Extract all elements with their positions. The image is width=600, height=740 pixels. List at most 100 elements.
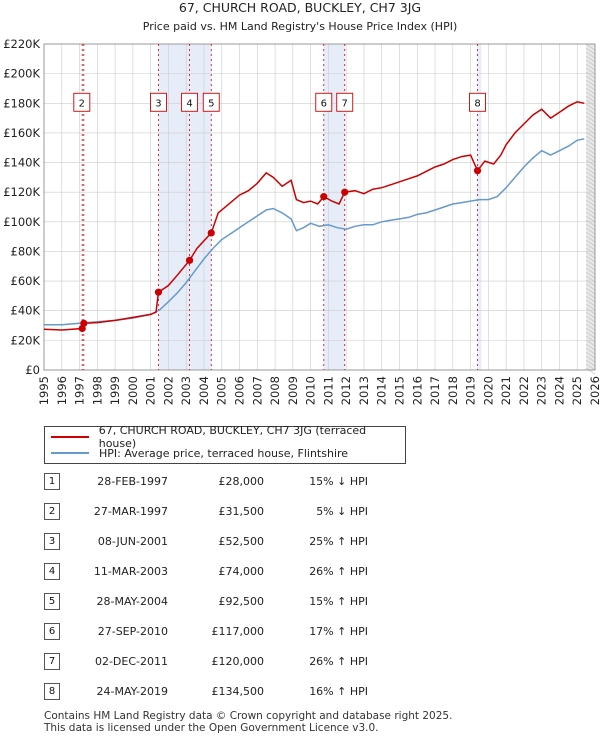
forecast-hatch <box>585 199 596 207</box>
y-tick-label: £20K <box>11 333 41 347</box>
sale-price: £31,500 <box>218 505 265 518</box>
forecast-hatch <box>585 219 596 227</box>
forecast-hatch <box>585 323 596 331</box>
x-tick-label: 2022 <box>517 376 531 405</box>
table-row: 7 02-DEC-2011 £120,000 26% ↑ HPI <box>44 651 564 671</box>
legend-swatch-hpi <box>51 452 89 454</box>
sale-number-badge: 3 <box>44 533 60 550</box>
forecast-hatch <box>585 283 596 291</box>
x-tick-label: 2012 <box>339 376 353 405</box>
forecast-hatch <box>585 355 596 363</box>
sale-marker-box <box>469 92 486 112</box>
sale-hpi-diff: 17% ↑ HPI <box>309 625 368 638</box>
sale-price: £120,000 <box>211 655 265 668</box>
forecast-hatch <box>585 151 596 159</box>
forecast-hatch <box>585 255 596 263</box>
y-tick-label: £140K <box>3 156 40 170</box>
legend-item-property: 67, CHURCH ROAD, BUCKLEY, CH7 3JG (terra… <box>51 424 405 450</box>
forecast-hatch <box>585 287 596 295</box>
forecast-hatch <box>585 211 596 219</box>
footer: Contains HM Land Registry data © Crown c… <box>44 710 452 734</box>
forecast-hatch <box>585 51 596 59</box>
forecast-hatch <box>585 271 596 279</box>
forecast-hatch <box>585 147 596 155</box>
forecast-hatch <box>585 359 596 367</box>
forecast-hatch <box>585 123 596 131</box>
sale-date: 28-MAY-2004 <box>96 595 168 608</box>
sale-point <box>473 167 482 175</box>
x-tick-label: 2021 <box>499 376 513 405</box>
x-tick-label: 2015 <box>392 376 406 405</box>
sale-marker-label: 4 <box>186 98 192 109</box>
sale-marker-box <box>150 92 167 112</box>
forecast-hatch <box>585 115 596 123</box>
x-tick-label: 2001 <box>144 376 158 405</box>
sale-price: £134,500 <box>211 685 265 698</box>
x-tick-label: 2005 <box>215 376 229 405</box>
forecast-hatch <box>585 55 596 63</box>
forecast-hatch <box>585 251 596 259</box>
sale-hpi-diff: 15% ↑ HPI <box>309 595 368 608</box>
x-tick-label: 2000 <box>126 376 140 405</box>
x-tick-label: 2017 <box>428 376 442 405</box>
x-tick-label: 2006 <box>233 376 247 405</box>
forecast-hatch <box>585 167 596 175</box>
sale-marker-label: 7 <box>342 98 348 109</box>
footer-copyright: Contains HM Land Registry data © Crown c… <box>44 710 453 722</box>
forecast-hatch <box>585 47 596 55</box>
forecast-hatch <box>585 59 596 67</box>
sale-date: 27-SEP-2010 <box>97 625 168 638</box>
price-chart: 67, CHURCH ROAD, BUCKLEY, CH7 3JG Price … <box>3 0 600 405</box>
sale-date: 27-MAR-1997 <box>93 505 168 518</box>
forecast-hatch <box>585 343 596 351</box>
sale-marker-box <box>336 92 354 112</box>
forecast-hatch <box>585 227 596 235</box>
shaded-period <box>323 44 345 370</box>
forecast-hatch <box>585 339 596 347</box>
y-tick-label: £0 <box>25 363 40 377</box>
sale-date: 08-JUN-2001 <box>97 535 168 548</box>
x-tick-label: 2013 <box>357 376 371 405</box>
sale-marker-box <box>202 92 220 112</box>
sale-marker-label: 2 <box>79 98 85 109</box>
x-tick-label: 1997 <box>73 376 87 405</box>
forecast-hatch <box>585 95 596 103</box>
x-tick-label: 2011 <box>321 376 335 405</box>
sale-hpi-diff: 25% ↑ HPI <box>309 535 368 548</box>
forecast-hatch <box>585 163 596 171</box>
sale-point <box>341 188 349 196</box>
x-tick-label: 2004 <box>197 376 211 405</box>
y-tick-label: £220K <box>3 37 40 51</box>
x-tick-label: 1999 <box>108 376 122 405</box>
sale-hpi-diff: 26% ↑ HPI <box>309 565 368 578</box>
forecast-hatch <box>585 315 596 323</box>
y-tick-label: £200K <box>3 67 40 81</box>
sale-marker-label: 8 <box>474 98 480 109</box>
legend-item-hpi: HPI: Average price, terraced house, Flin… <box>51 445 348 461</box>
legend-label-property: 67, CHURCH ROAD, BUCKLEY, CH7 3JG (terra… <box>98 424 367 450</box>
sale-point <box>80 319 88 327</box>
x-tick-label: 2019 <box>464 376 478 405</box>
x-tick-label: 1996 <box>55 376 69 405</box>
sale-price: £117,000 <box>211 625 265 638</box>
x-tick-label: 1998 <box>90 376 104 405</box>
forecast-hatch <box>585 239 596 247</box>
sale-point <box>207 229 215 237</box>
forecast-hatch <box>585 43 596 51</box>
x-tick-label: 2010 <box>304 376 318 405</box>
forecast-hatch <box>585 347 596 355</box>
forecast-hatch <box>585 363 596 371</box>
forecast-hatch <box>585 87 596 95</box>
sale-hpi-diff: 26% ↑ HPI <box>309 655 368 668</box>
forecast-hatch <box>585 331 596 339</box>
sale-number-badge: 5 <box>44 593 60 610</box>
x-tick-label: 2016 <box>410 376 424 405</box>
forecast-hatch <box>585 83 596 91</box>
forecast-hatch <box>585 195 596 203</box>
x-tick-label: 2025 <box>570 376 584 405</box>
forecast-hatch <box>585 67 596 75</box>
forecast-hatch <box>585 311 596 319</box>
forecast-hatch <box>585 351 596 359</box>
forecast-hatch <box>585 367 596 375</box>
sale-number-badge: 6 <box>44 623 60 640</box>
